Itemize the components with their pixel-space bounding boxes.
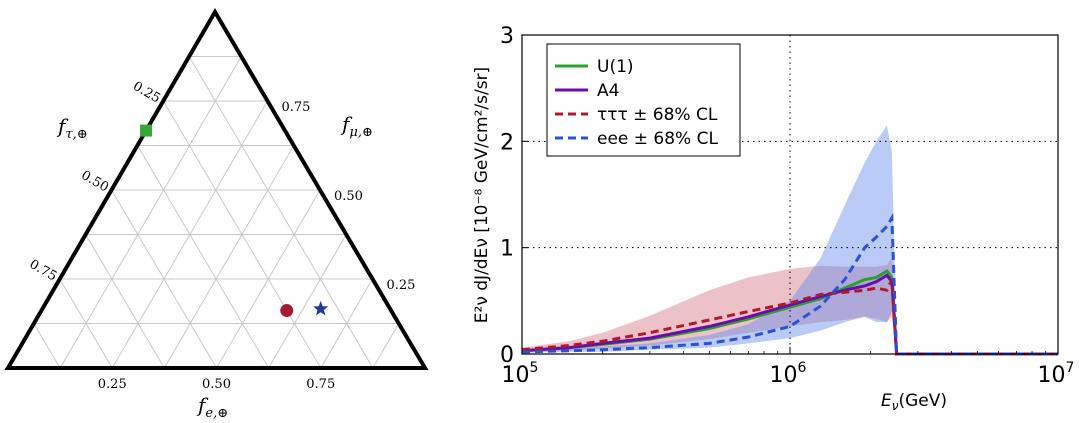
tick-label-ftau: 0.50 bbox=[78, 168, 111, 195]
y-tick-label: 2 bbox=[500, 130, 514, 155]
point-circle-marker bbox=[280, 304, 294, 318]
x-axis-label: Eν(GeV) bbox=[881, 391, 947, 413]
legend-label: U(1) bbox=[597, 57, 634, 77]
ternary-grid-line bbox=[268, 234, 347, 369]
ternary-grid-line bbox=[216, 189, 321, 369]
axis-ticks: 0 1 2 3 105 106 107 bbox=[500, 24, 1074, 388]
tick-label-fe: 0.75 bbox=[306, 377, 335, 392]
ternary-grid-line bbox=[136, 145, 270, 369]
axis-label-mu: fμ,⊕ bbox=[340, 112, 373, 140]
ternary-grid-line bbox=[188, 56, 374, 369]
point-square-marker bbox=[140, 124, 153, 137]
tick-label-fmu: 0.25 bbox=[387, 278, 416, 293]
y-axis-label: E²ν dJ/dEν [10⁻⁸ GeV/cm²/s/sr] bbox=[472, 67, 492, 323]
legend-label: A4 bbox=[597, 81, 619, 101]
tick-label-ftau: 0.25 bbox=[130, 79, 163, 106]
ternary-tick-labels: 0.25 0.50 0.75 0.25 0.50 0.75 0.25 0.50 0.75 bbox=[27, 79, 416, 392]
tick-label-fe: 0.25 bbox=[98, 377, 127, 392]
ternary-points bbox=[140, 124, 329, 318]
x-tick-label: 105 bbox=[502, 360, 539, 388]
ternary-plot: 0.25 0.50 0.75 0.25 0.50 0.75 0.25 0.50 0.75 fτ,… bbox=[4, 8, 429, 421]
series-line bbox=[521, 278, 1058, 356]
tick-label-ftau: 0.75 bbox=[27, 257, 60, 284]
ternary-grid-line bbox=[59, 278, 113, 369]
ternary-grid-line bbox=[163, 145, 295, 369]
y-tick-label: 3 bbox=[500, 24, 514, 49]
tick-label-fmu: 0.75 bbox=[282, 100, 311, 115]
point-star-marker bbox=[313, 300, 329, 316]
legend-label: τττ ± 68% CL bbox=[597, 105, 718, 125]
ternary-grid-line bbox=[59, 56, 242, 369]
axis-label-e: fe,⊕ bbox=[196, 393, 228, 421]
legend: U(1) A4 τττ ± 68% CL eee ± 68% CL bbox=[546, 43, 741, 157]
tick-label-fe: 0.50 bbox=[202, 377, 231, 392]
ternary-grid-line bbox=[372, 323, 400, 369]
tick-label-fmu: 0.50 bbox=[334, 189, 363, 204]
y-tick-label: 0 bbox=[500, 343, 514, 368]
axis-label-tau: fτ,⊕ bbox=[56, 114, 88, 142]
ternary-frame bbox=[4, 8, 429, 370]
ternary-grid bbox=[33, 56, 400, 369]
y-tick-label: 1 bbox=[500, 237, 514, 262]
spectrum-plot: 0 1 2 3 105 106 107 Eν(GeV) E²ν dJ/dEν [10⁻⁸ G… bbox=[472, 24, 1074, 413]
x-tick-label: 107 bbox=[1038, 360, 1075, 388]
ternary-grid-line bbox=[85, 234, 165, 369]
ternary-grid-line bbox=[320, 278, 373, 369]
ternary-grid-line bbox=[111, 189, 217, 369]
x-tick-label: 106 bbox=[770, 360, 807, 388]
ternary-grid-line bbox=[33, 323, 61, 369]
legend-label: eee ± 68% CL bbox=[597, 129, 718, 149]
